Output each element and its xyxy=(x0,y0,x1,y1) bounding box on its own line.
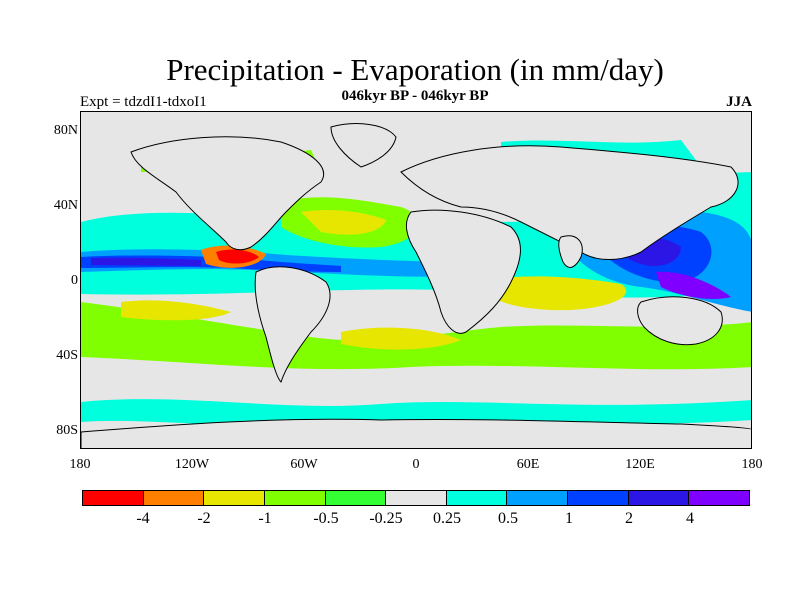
colorbar-label: 4 xyxy=(686,510,694,527)
colorbar xyxy=(82,490,750,506)
lon-tick-label: 0 xyxy=(412,457,420,472)
colorbar-label: 1 xyxy=(565,510,573,527)
colorbar-swatch xyxy=(83,491,144,505)
continent-outlines xyxy=(81,123,751,448)
colorbar-swatch xyxy=(568,491,629,505)
lon-tick-label: 60E xyxy=(516,457,540,472)
colorbar-swatch xyxy=(325,491,387,505)
colorbar-label: -0.25 xyxy=(369,510,403,527)
map-canvas xyxy=(81,123,751,448)
lon-tick-label: 120W xyxy=(174,457,210,472)
colorbar-swatch xyxy=(689,491,750,505)
colorbar-swatch xyxy=(264,491,326,505)
lon-tick-label: 120E xyxy=(625,457,655,472)
colorbar-label: -1 xyxy=(258,510,272,527)
subtitle: 046kyr BP - 046kyr BP xyxy=(341,88,489,104)
colorbar-swatch xyxy=(628,491,690,505)
lon-tick-label: 180 xyxy=(69,457,91,472)
colorbar-label: -2 xyxy=(197,510,211,527)
colorbar-swatch xyxy=(143,491,205,505)
colorbar-label: 0.5 xyxy=(498,510,518,527)
lat-tick-label: 40N xyxy=(53,198,78,213)
lat-tick-label: 40S xyxy=(56,348,78,363)
season-label: JJA xyxy=(726,94,752,110)
colorbar-swatch xyxy=(204,491,265,505)
page-title: Precipitation - Evaporation (in mm/day) xyxy=(166,52,664,87)
colorbar-swatch xyxy=(386,491,447,505)
experiment-label: Expt = tdzdI1-tdxoI1 xyxy=(80,94,207,110)
colorbar-label: -0.5 xyxy=(313,510,339,527)
colorbar-label: 2 xyxy=(625,510,633,527)
colorbar-swatch xyxy=(446,491,508,505)
lon-tick-label: 60W xyxy=(290,457,318,472)
colorbar-label: 0.25 xyxy=(433,510,461,527)
lat-tick-label: 80N xyxy=(53,123,78,138)
lat-tick-label: 80S xyxy=(56,423,78,438)
colorbar-swatch xyxy=(507,491,569,505)
colorbar-label: -4 xyxy=(136,510,150,527)
lat-tick-label: 0 xyxy=(71,273,78,288)
map-panel xyxy=(80,111,752,449)
lon-tick-label: 180 xyxy=(741,457,763,472)
